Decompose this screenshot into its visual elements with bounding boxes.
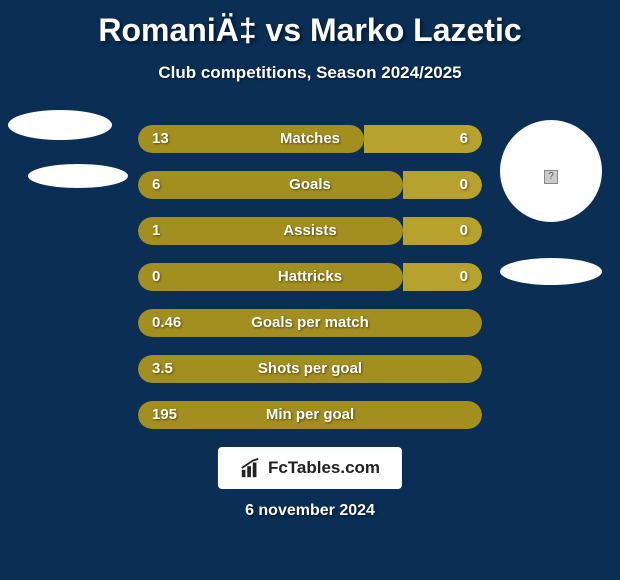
- stats-bars: 13 Matches 6 6 Goals 0 1 Assists 0 0 Hat…: [138, 125, 482, 447]
- bar-row-shots-per-goal: 3.5 Shots per goal: [138, 355, 482, 383]
- date-label: 6 november 2024: [0, 502, 620, 520]
- player-right-body: [500, 258, 602, 285]
- bar-right-value: 0: [460, 217, 468, 245]
- bar-center-label: Assists: [138, 217, 482, 245]
- player-right-circle: ?: [500, 120, 602, 222]
- player-left-body: [28, 164, 128, 188]
- page-title: RomaniÄ‡ vs Marko Lazetic: [0, 0, 620, 49]
- player-left-silhouette: [8, 110, 128, 188]
- bar-center-label: Goals per match: [138, 309, 482, 337]
- bar-center-label: Shots per goal: [138, 355, 482, 383]
- bar-row-goals-per-match: 0.46 Goals per match: [138, 309, 482, 337]
- player-left-head: [8, 110, 112, 140]
- fctables-logo[interactable]: FcTables.com: [218, 447, 402, 489]
- bar-center-label: Matches: [138, 125, 482, 153]
- bar-right-value: 6: [460, 125, 468, 153]
- broken-image-icon: ?: [544, 170, 558, 184]
- bar-center-label: Hattricks: [138, 263, 482, 291]
- bar-row-assists: 1 Assists 0: [138, 217, 482, 245]
- page-subtitle: Club competitions, Season 2024/2025: [0, 63, 620, 83]
- bar-row-hattricks: 0 Hattricks 0: [138, 263, 482, 291]
- bar-right-value: 0: [460, 263, 468, 291]
- bar-row-matches: 13 Matches 6: [138, 125, 482, 153]
- bar-row-goals: 6 Goals 0: [138, 171, 482, 199]
- bar-right-value: 0: [460, 171, 468, 199]
- player-right-photo: ?: [500, 120, 602, 285]
- bar-center-label: Goals: [138, 171, 482, 199]
- bar-row-min-per-goal: 195 Min per goal: [138, 401, 482, 429]
- chart-icon: [240, 457, 262, 479]
- logo-text: FcTables.com: [268, 458, 380, 478]
- bar-center-label: Min per goal: [138, 401, 482, 429]
